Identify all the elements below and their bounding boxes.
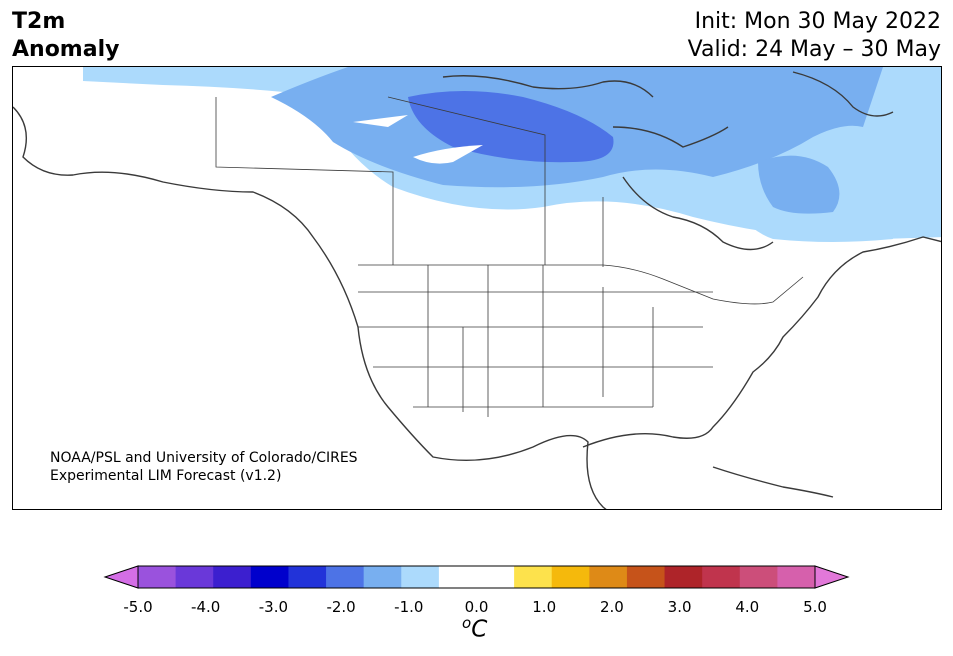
colorbar-tick-label: -3.0 bbox=[258, 598, 289, 616]
anomaly-map: NOAA/PSL and University of Colorado/CIRE… bbox=[12, 66, 942, 510]
colorbar-tick-label: -4.0 bbox=[191, 598, 221, 616]
colorbar-outline bbox=[137, 565, 816, 589]
valid-range: Valid: 24 May – 30 May bbox=[687, 37, 941, 62]
colorbar-bin bbox=[664, 566, 703, 588]
colorbar-bin bbox=[401, 566, 440, 588]
unit-celsius: C bbox=[471, 616, 488, 643]
map-canvas bbox=[13, 67, 941, 509]
colorbar-tick-label: 4.0 bbox=[735, 598, 760, 616]
map-title: T2m Anomaly bbox=[12, 8, 119, 64]
init-date: Init: Mon 30 May 2022 bbox=[694, 9, 941, 34]
political-borders bbox=[215, 96, 804, 417]
colorbar-bin bbox=[739, 566, 778, 588]
colorbar-bin bbox=[326, 566, 365, 588]
title-variable: T2m bbox=[12, 9, 66, 34]
colorbar-unit: oC bbox=[462, 614, 487, 643]
anomaly-region-medium-east bbox=[758, 155, 840, 214]
colorbar-tick-label: -5.0 bbox=[123, 598, 153, 616]
colorbar-bin bbox=[213, 566, 252, 588]
credit-line1: NOAA/PSL and University of Colorado/CIRE… bbox=[50, 450, 358, 466]
colorbar-bin bbox=[777, 566, 816, 588]
colorbar-bin bbox=[175, 566, 214, 588]
colorbar-bin bbox=[626, 566, 666, 588]
title-subtitle: Anomaly bbox=[12, 37, 120, 62]
lake-shape bbox=[413, 145, 483, 164]
data-credit: NOAA/PSL and University of Colorado/CIRE… bbox=[50, 449, 358, 485]
colorbar-bin bbox=[476, 566, 515, 588]
forecast-dates: Init: Mon 30 May 2022 Valid: 24 May – 30… bbox=[688, 8, 941, 64]
colorbar-bin bbox=[363, 566, 402, 588]
colorbar-bin bbox=[138, 566, 177, 588]
colorbar-bin bbox=[514, 566, 553, 588]
colorbar-bin bbox=[589, 566, 628, 588]
colorbar-bin bbox=[438, 566, 477, 588]
colorbar-tick-label: 5.0 bbox=[803, 598, 827, 616]
colorbar-bin bbox=[551, 566, 590, 588]
colorbar-bin bbox=[288, 566, 327, 588]
colorbar bbox=[0, 560, 953, 656]
colorbar-arrow-low bbox=[103, 565, 139, 589]
colorbar-tick-label: 2.0 bbox=[599, 598, 624, 616]
colorbar-arrow-high bbox=[814, 565, 850, 589]
colorbar-bin bbox=[250, 566, 289, 588]
lake-shape bbox=[353, 115, 408, 127]
colorbar-tick-label: 1.0 bbox=[532, 598, 557, 616]
colorbar-strip bbox=[103, 565, 850, 589]
colorbar-tick-label: -2.0 bbox=[326, 598, 356, 616]
coastlines bbox=[13, 71, 941, 509]
colorbar-tick-label: 0.0 bbox=[464, 598, 489, 616]
colorbar-tick-label: -1.0 bbox=[394, 598, 424, 616]
credit-line2: Experimental LIM Forecast (v1.2) bbox=[50, 468, 282, 484]
colorbar-bin bbox=[702, 566, 741, 588]
unit-degree: o bbox=[462, 614, 472, 632]
colorbar-tick-label: 3.0 bbox=[667, 598, 692, 616]
